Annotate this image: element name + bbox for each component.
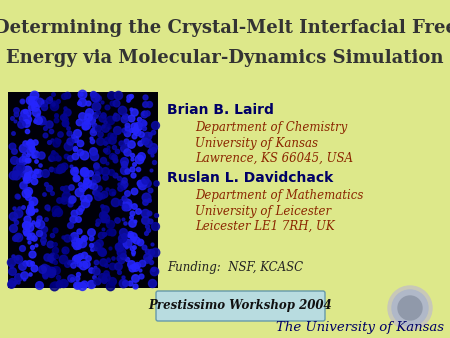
Text: Ruslan L. Davidchack: Ruslan L. Davidchack: [167, 171, 333, 185]
Text: University of Kansas: University of Kansas: [195, 137, 318, 149]
Text: The University of Kansas: The University of Kansas: [276, 320, 444, 334]
Text: University of Leicester: University of Leicester: [195, 204, 331, 217]
Text: Energy via Molecular-Dynamics Simulation: Energy via Molecular-Dynamics Simulation: [6, 49, 444, 67]
Text: Department of Chemistry: Department of Chemistry: [195, 121, 347, 135]
Circle shape: [398, 296, 422, 320]
Text: Funding:  NSF, KCASC: Funding: NSF, KCASC: [167, 262, 303, 274]
Bar: [0, 0, 450, 88]
Text: Leicester LE1 7RH, UK: Leicester LE1 7RH, UK: [195, 219, 335, 233]
Bar: [8, 92, 158, 288]
Text: Department of Mathematics: Department of Mathematics: [195, 190, 364, 202]
Text: Lawrence, KS 66045, USA: Lawrence, KS 66045, USA: [195, 151, 353, 165]
Text: Prestissimo Workshop 2004: Prestissimo Workshop 2004: [148, 299, 332, 313]
FancyBboxPatch shape: [156, 291, 325, 321]
Bar: [162, 92, 442, 288]
Circle shape: [388, 286, 432, 330]
Text: Brian B. Laird: Brian B. Laird: [167, 103, 274, 117]
Text: Determining the Crystal-Melt Interfacial Free: Determining the Crystal-Melt Interfacial…: [0, 19, 450, 37]
Circle shape: [392, 290, 428, 326]
